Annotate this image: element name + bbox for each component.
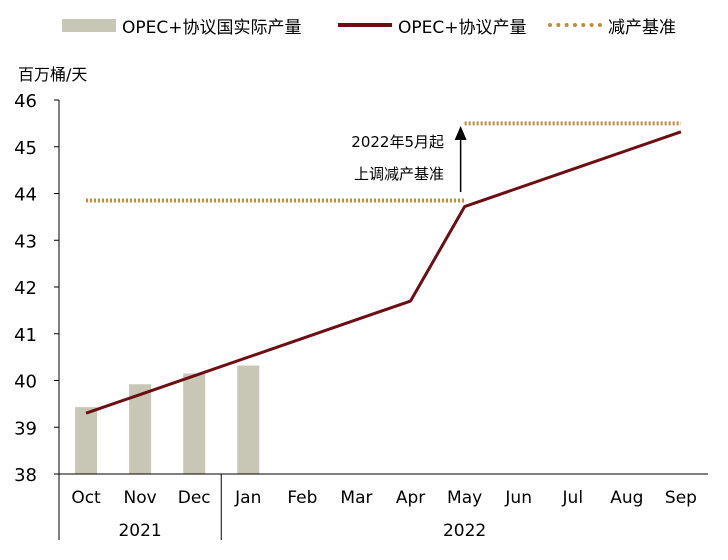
y-tick-label-42: 42	[14, 278, 37, 299]
y-tick-label-40: 40	[14, 372, 37, 393]
legend-item-bar: OPEC+协议国实际产量	[62, 12, 302, 38]
x-tick-label-sep: Sep	[665, 488, 697, 508]
y-tick-label-44: 44	[14, 185, 37, 206]
legend-item-line: OPEC+协议产量	[338, 12, 527, 38]
x-tick-label-dec: Dec	[178, 488, 211, 508]
y-tick-label-38: 38	[14, 465, 37, 486]
year-label-2022: 2022	[443, 521, 486, 541]
annotation-arrowhead	[454, 126, 467, 140]
bar-jan	[237, 365, 260, 474]
line-series-agreed-output	[85, 130, 682, 415]
x-tick-label-aug: Aug	[610, 488, 643, 508]
annotation-line-1: 2022年5月起	[351, 133, 444, 151]
y-tick-label-41: 41	[14, 325, 37, 346]
annotation-line-2: 上调减产基准	[353, 165, 444, 183]
legend-swatch-baseline	[548, 23, 602, 27]
y-tick-label-45: 45	[14, 138, 37, 159]
x-tick-label-feb: Feb	[287, 488, 317, 508]
x-tick-label-nov: Nov	[124, 488, 157, 508]
bar-dec	[183, 373, 206, 474]
legend-label-baseline: 减产基准	[608, 17, 676, 38]
legend-item-baseline: 减产基准	[548, 12, 676, 38]
x-tick-label-may: May	[447, 488, 482, 508]
x-tick-label-jul: Jul	[562, 488, 584, 508]
legend-label-bar: OPEC+协议国实际产量	[122, 17, 302, 38]
bar-oct	[75, 407, 98, 474]
bar-nov	[129, 384, 152, 474]
x-tick-label-jan: Jan	[234, 488, 261, 508]
y-tick-label-43: 43	[14, 231, 37, 252]
y-tick-label-46: 46	[14, 91, 37, 112]
y-axis-unit: 百万桶/天	[18, 65, 88, 84]
legend-swatch-bar	[62, 18, 116, 32]
legend-swatch-line	[338, 23, 392, 27]
x-tick-label-oct: Oct	[71, 488, 101, 508]
legend-label-line: OPEC+协议产量	[398, 17, 527, 38]
y-tick-label-39: 39	[14, 418, 37, 439]
x-tick-label-mar: Mar	[340, 488, 372, 508]
year-label-2021: 2021	[118, 521, 161, 541]
x-tick-label-apr: Apr	[396, 488, 425, 508]
x-tick-label-jun: Jun	[504, 488, 532, 508]
